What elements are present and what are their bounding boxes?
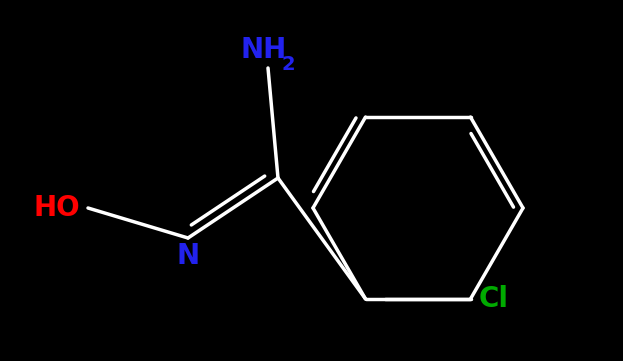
Text: 2: 2 <box>281 55 295 74</box>
Text: NH: NH <box>241 36 287 64</box>
Text: HO: HO <box>34 194 80 222</box>
Text: Cl: Cl <box>478 285 508 313</box>
Text: N: N <box>176 242 199 270</box>
